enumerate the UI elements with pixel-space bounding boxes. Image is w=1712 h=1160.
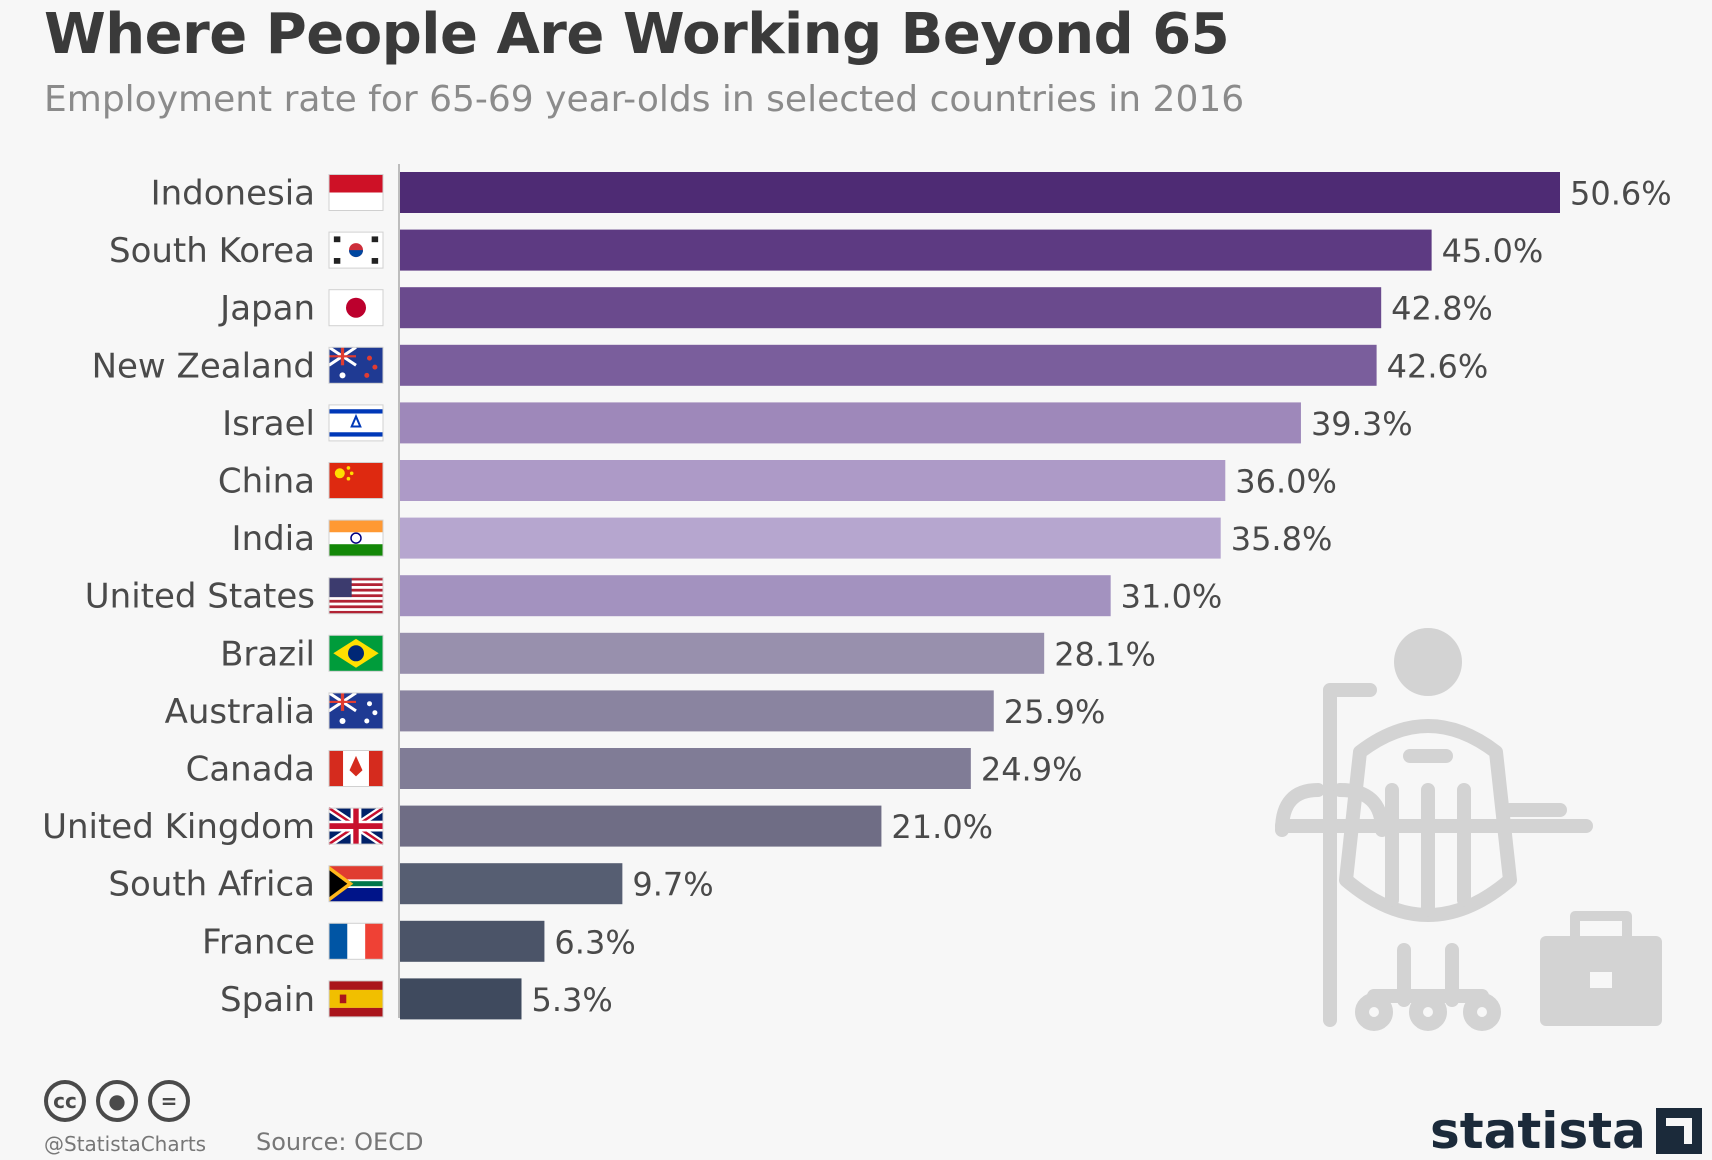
chart-subtitle: Employment rate for 65-69 year-olds in s…	[44, 79, 1245, 120]
category-label: India	[232, 519, 315, 559]
bar-france	[400, 920, 545, 962]
bar-south-korea	[400, 229, 1432, 271]
india-flag	[328, 519, 384, 557]
category-label: Japan	[218, 289, 315, 329]
retiree-worker-illustration	[1275, 628, 1662, 1031]
statista-mark-icon	[1655, 1108, 1702, 1154]
category-label: New Zealand	[92, 346, 315, 386]
no-derivatives-icon: =	[148, 1080, 190, 1122]
brand-name: statista	[1430, 1102, 1646, 1160]
japan-flag	[328, 289, 384, 327]
value-label: 9.7%	[632, 866, 713, 904]
footer-handle[interactable]: @StatistaCharts	[44, 1132, 207, 1156]
united-states-flag	[328, 577, 384, 615]
value-label: 21.0%	[891, 808, 993, 846]
value-label: 36.0%	[1235, 463, 1337, 501]
value-label: 35.8%	[1231, 520, 1333, 558]
indonesia-flag	[328, 174, 384, 211]
value-label: 50.6%	[1570, 175, 1672, 213]
bars-layer: Indonesia 50.6% South Korea 45.0% Japan 42.8%…	[42, 172, 1672, 1020]
bar-canada	[400, 748, 971, 789]
bar-india	[400, 517, 1221, 559]
category-label: Spain	[220, 980, 315, 1020]
bar-japan	[400, 287, 1382, 329]
value-label: 39.3%	[1311, 405, 1413, 443]
france-flag	[328, 922, 384, 960]
category-label: Australia	[165, 692, 315, 732]
value-label: 6.3%	[554, 923, 635, 961]
bar-spain	[400, 978, 522, 1020]
bar-brazil	[400, 632, 1045, 674]
category-label: United Kingdom	[42, 807, 315, 847]
value-label: 42.8%	[1391, 290, 1493, 328]
category-label: Israel	[222, 404, 315, 444]
statista-logo[interactable]: statista	[1430, 1102, 1702, 1160]
value-label: 28.1%	[1054, 635, 1156, 673]
footer-source: Source: OECD	[256, 1128, 424, 1156]
bar-south-africa	[400, 863, 623, 905]
category-label: Brazil	[220, 634, 315, 674]
category-label: South Africa	[108, 865, 315, 905]
bar-united-kingdom	[400, 805, 882, 847]
new-zealand-flag	[328, 346, 384, 384]
category-label: France	[202, 922, 315, 962]
israel-flag	[328, 404, 384, 442]
value-label: 45.0%	[1442, 232, 1544, 270]
united-kingdom-flag	[327, 805, 385, 848]
bar-israel	[400, 402, 1301, 444]
china-flag	[328, 462, 384, 499]
cc-icon: cc	[44, 1080, 86, 1122]
bar-australia	[400, 690, 994, 732]
south-korea-flag	[328, 231, 384, 269]
australia-flag	[328, 691, 384, 730]
canada-flag	[328, 750, 384, 787]
chart-title: Where People Are Working Beyond 65	[44, 2, 1230, 67]
value-label: 25.9%	[1004, 693, 1106, 731]
value-label: 24.9%	[981, 751, 1083, 789]
category-label: South Korea	[109, 231, 315, 271]
category-label: Indonesia	[151, 174, 315, 214]
value-label: 31.0%	[1121, 578, 1223, 616]
bar-united-states	[400, 575, 1111, 617]
bar-china	[400, 460, 1226, 501]
license-icons: cc ● =	[44, 1080, 190, 1122]
value-label: 5.3%	[532, 981, 613, 1019]
attribution-icon: ●	[96, 1080, 138, 1122]
brazil-flag	[328, 634, 384, 672]
value-label: 42.6%	[1387, 347, 1489, 385]
bar-new-zealand	[400, 344, 1377, 386]
category-label: United States	[85, 577, 315, 617]
category-label: Canada	[186, 750, 315, 790]
spain-flag	[328, 980, 384, 1018]
bar-indonesia	[400, 172, 1560, 213]
category-label: China	[218, 462, 315, 502]
south-africa-flag	[328, 865, 384, 903]
